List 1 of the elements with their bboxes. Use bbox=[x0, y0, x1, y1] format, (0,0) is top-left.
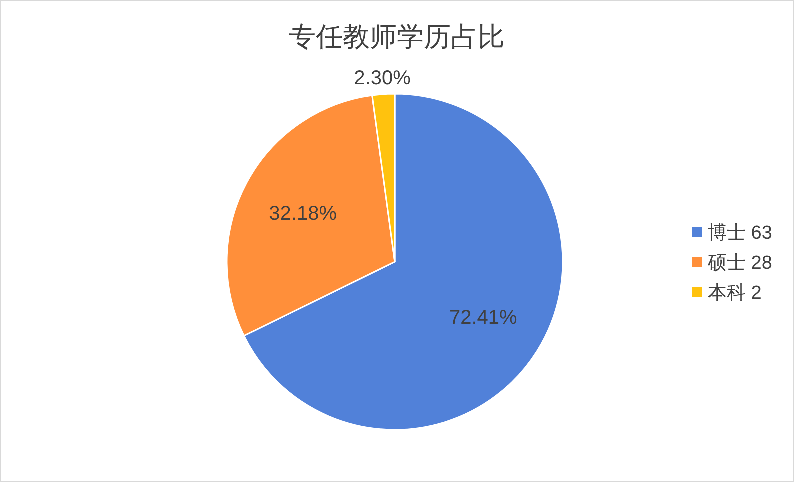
title: 专任教师学历占比 bbox=[289, 22, 505, 52]
